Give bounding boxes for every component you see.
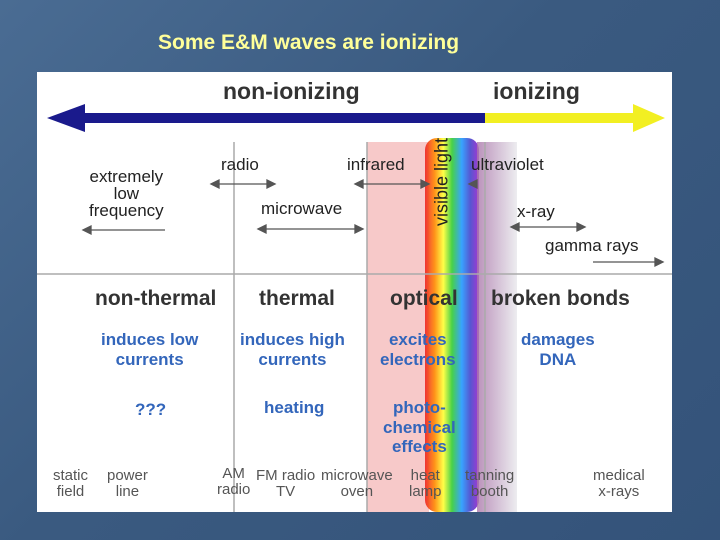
infrared-band bbox=[367, 142, 429, 512]
tanning-booth-example: tanning booth bbox=[465, 467, 515, 500]
non-ionizing-label: non-ionizing bbox=[223, 78, 360, 104]
thermal-label: thermal bbox=[259, 287, 335, 310]
unknown-effect-text: ??? bbox=[135, 400, 167, 419]
low-currents-text: induces low currents bbox=[101, 330, 199, 369]
gamma-rays-label: gamma rays bbox=[545, 236, 639, 255]
heat-lamp-example: heat lamp bbox=[409, 467, 442, 500]
visible-band bbox=[425, 138, 479, 512]
ionizing-spectrum-arrow bbox=[47, 104, 665, 132]
diagram-graphics bbox=[37, 104, 672, 512]
visible-light-label: visible light bbox=[431, 137, 452, 227]
ultraviolet-band bbox=[477, 142, 517, 512]
microwave-label: microwave bbox=[261, 199, 343, 218]
photochemical-text: photo-chemical effects bbox=[383, 398, 456, 457]
ionizing-label: ionizing bbox=[493, 78, 580, 104]
heating-text: heating bbox=[264, 398, 325, 417]
elf-label: extremely low frequency bbox=[89, 167, 164, 220]
radio-label: radio bbox=[221, 155, 259, 174]
am-radio-example: AM radio bbox=[217, 465, 251, 498]
damages-dna-text: damages DNA bbox=[521, 330, 595, 369]
xray-label: x-ray bbox=[517, 202, 555, 221]
infrared-label: infrared bbox=[347, 155, 405, 174]
optical-label: optical bbox=[390, 287, 458, 310]
slide-title: Some E&M waves are ionizing bbox=[158, 31, 460, 54]
excites-electrons-text: excites electrons bbox=[380, 330, 456, 369]
band-range-arrows bbox=[81, 178, 665, 268]
medical-xrays-example: medical x-rays bbox=[593, 467, 645, 500]
ultraviolet-label: ultraviolet bbox=[471, 155, 544, 174]
fm-radio-tv-example: FM radio TV bbox=[256, 467, 316, 500]
microwave-oven-example: microwave oven bbox=[321, 467, 393, 500]
static-field-example: static field bbox=[53, 467, 89, 500]
power-line-example: power line bbox=[107, 467, 148, 500]
broken-bonds-label: broken bonds bbox=[491, 287, 630, 310]
high-currents-text: induces high currents bbox=[240, 330, 345, 369]
non-thermal-label: non-thermal bbox=[95, 287, 217, 310]
spectrum-diagram: non-ionizing ionizing extremely low freq… bbox=[37, 72, 672, 512]
